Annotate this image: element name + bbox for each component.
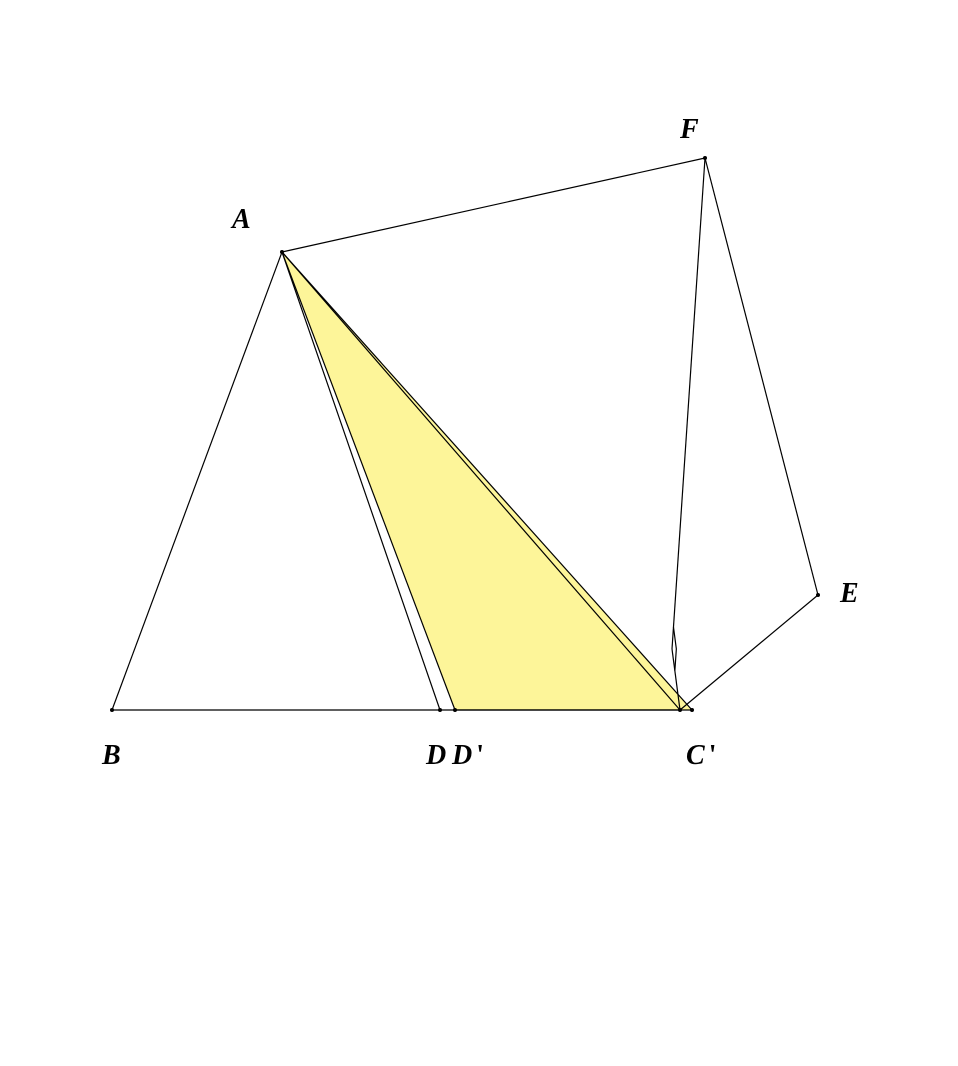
point-Dp: [453, 708, 457, 712]
label-B: B: [101, 740, 121, 771]
point-C: [678, 708, 682, 712]
point-E: [816, 593, 820, 597]
point-D: [438, 708, 442, 712]
point-Cp: [690, 708, 694, 712]
label-F: F: [679, 114, 699, 145]
point-A: [280, 250, 284, 254]
label-Dp: D': [451, 740, 484, 771]
geometry-diagram: A B DD' C' E F: [0, 0, 958, 1066]
label-E: E: [839, 578, 859, 609]
label-Cp: C': [686, 740, 716, 771]
point-B: [110, 708, 114, 712]
point-F: [703, 156, 707, 160]
label-A: A: [230, 204, 251, 235]
label-D: D: [425, 740, 446, 771]
